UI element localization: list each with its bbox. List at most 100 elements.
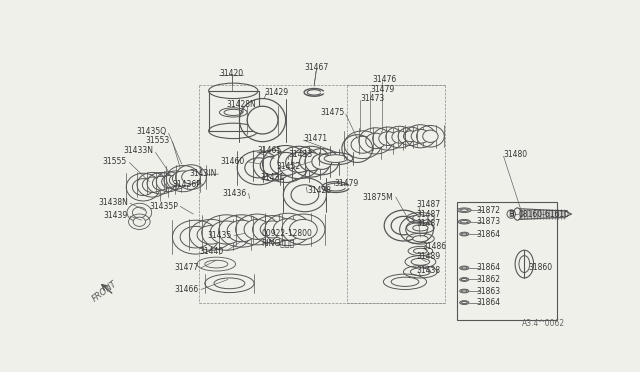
Ellipse shape [152,176,170,190]
Text: 31429: 31429 [264,88,288,97]
Ellipse shape [132,179,154,196]
Ellipse shape [460,221,468,223]
Text: 31473: 31473 [360,94,385,103]
Ellipse shape [413,248,428,254]
Text: 31477: 31477 [174,263,198,272]
Text: 31487: 31487 [417,209,441,218]
Ellipse shape [391,217,416,235]
Ellipse shape [392,131,407,143]
Ellipse shape [132,207,147,218]
Ellipse shape [300,153,323,171]
Ellipse shape [458,219,470,224]
Ellipse shape [461,267,467,269]
Text: 31433N: 31433N [124,147,153,155]
Text: 31555: 31555 [102,157,126,166]
Ellipse shape [227,220,257,242]
Ellipse shape [411,258,429,265]
Ellipse shape [273,219,303,240]
Text: 31439: 31439 [104,211,128,220]
Text: 31428: 31428 [307,186,332,195]
Ellipse shape [270,153,301,176]
Ellipse shape [170,175,182,186]
Ellipse shape [291,185,319,205]
Text: 31435Q: 31435Q [136,127,166,136]
Ellipse shape [458,208,471,212]
Text: 31475: 31475 [321,108,345,117]
Text: 31452: 31452 [276,162,301,171]
Ellipse shape [182,170,200,184]
Ellipse shape [205,260,228,268]
Text: 31433: 31433 [288,150,312,159]
Ellipse shape [461,233,467,235]
Ellipse shape [312,154,332,169]
Text: 31479: 31479 [371,85,395,94]
Text: 3143IN: 3143IN [189,170,216,179]
Text: B: B [509,209,514,218]
Ellipse shape [460,232,469,236]
Text: RINGリング: RINGリング [261,238,294,247]
Ellipse shape [460,209,468,211]
Text: 31428N: 31428N [226,100,256,109]
Text: FRONT: FRONT [90,279,119,303]
Ellipse shape [460,266,469,270]
Text: 31431: 31431 [260,173,284,182]
Ellipse shape [260,156,285,175]
Ellipse shape [460,278,469,281]
Text: 31467: 31467 [305,63,328,72]
Ellipse shape [244,219,270,240]
Text: 31553: 31553 [146,137,170,145]
Text: 31440: 31440 [200,247,224,256]
Ellipse shape [180,226,211,248]
Text: 31420: 31420 [220,70,244,78]
Ellipse shape [245,158,273,178]
Ellipse shape [324,155,348,163]
Ellipse shape [460,301,469,305]
Text: 31875M: 31875M [363,193,394,202]
Text: 08160-61610: 08160-61610 [518,209,569,218]
Text: 31465: 31465 [257,147,282,155]
Ellipse shape [162,176,175,188]
Ellipse shape [461,290,467,292]
Text: 31476: 31476 [372,75,396,84]
Ellipse shape [379,132,397,145]
Ellipse shape [413,235,428,242]
Ellipse shape [410,268,431,276]
Text: 31471: 31471 [303,134,328,143]
Ellipse shape [289,219,317,240]
Ellipse shape [197,225,225,244]
Text: 31479: 31479 [334,179,358,188]
Ellipse shape [411,129,429,143]
Ellipse shape [133,217,145,226]
Text: 31863: 31863 [477,286,500,295]
Ellipse shape [365,133,386,148]
Ellipse shape [413,215,428,221]
Text: 31864: 31864 [477,263,500,272]
Ellipse shape [351,136,374,153]
Bar [458,202,557,320]
Text: A3.4^0062: A3.4^0062 [522,319,565,328]
Text: 31873: 31873 [477,217,500,226]
Text: 31436: 31436 [223,189,247,198]
Ellipse shape [391,277,419,286]
Ellipse shape [247,106,278,134]
Text: 31435: 31435 [207,231,232,240]
Text: 31438: 31438 [417,266,441,275]
Text: 31480: 31480 [504,150,528,159]
Text: 00922-12800: 00922-12800 [261,229,312,238]
Ellipse shape [461,279,467,280]
Ellipse shape [224,109,243,115]
Ellipse shape [406,221,428,238]
Ellipse shape [172,171,194,186]
Ellipse shape [422,130,438,142]
Text: B: B [509,211,514,217]
Text: 31436P: 31436P [172,180,201,189]
Text: 31487: 31487 [417,200,441,209]
Ellipse shape [143,177,163,192]
Text: 31466: 31466 [174,285,198,294]
Text: 31438N: 31438N [98,198,128,207]
Ellipse shape [460,289,469,293]
Ellipse shape [461,302,467,304]
Text: 31864: 31864 [477,298,500,307]
Text: 31864: 31864 [477,230,500,238]
Text: 31486: 31486 [422,242,446,251]
